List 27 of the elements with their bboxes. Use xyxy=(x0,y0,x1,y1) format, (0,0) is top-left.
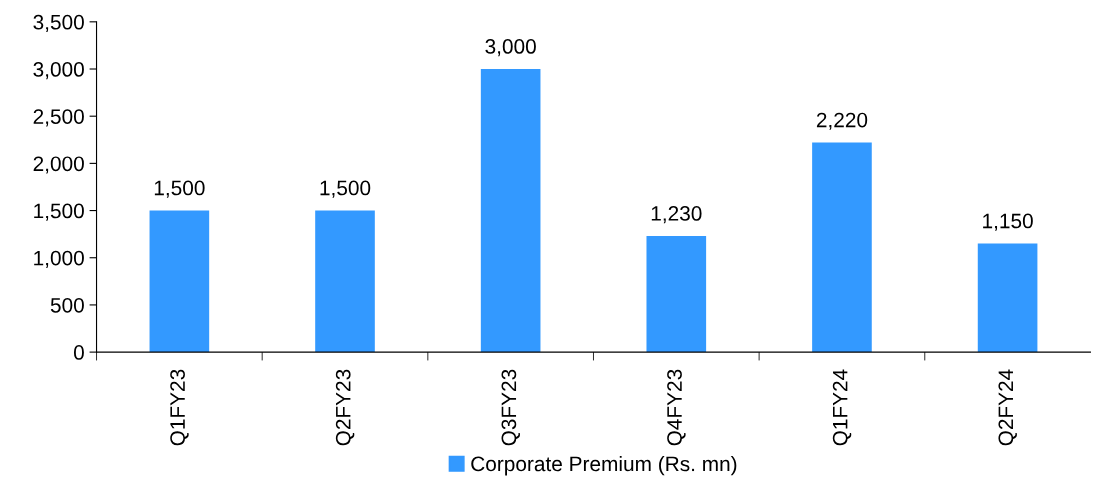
y-tick-label: 3,500 xyxy=(33,14,84,33)
data-label: 2,220 xyxy=(816,112,868,130)
y-tick-label: 3,000 xyxy=(33,62,84,80)
data-label: 1,230 xyxy=(651,206,702,224)
x-tick-label: Q2FY23 xyxy=(335,369,355,446)
data-label: 1,500 xyxy=(154,180,205,198)
data-label: 1,150 xyxy=(983,213,1033,231)
x-tick-label: Q4FY23 xyxy=(667,369,686,446)
x-tick-label: Q3FY23 xyxy=(501,369,520,446)
y-tick-label: 1,000 xyxy=(34,250,84,268)
y-tick-label: 2,500 xyxy=(33,109,84,127)
data-label: 1,500 xyxy=(320,180,371,198)
bar xyxy=(812,142,872,353)
data-label: 3,000 xyxy=(485,39,536,57)
y-tick-label: 0 xyxy=(73,345,84,360)
x-tick-label: Q2FY24 xyxy=(998,369,1017,446)
y-tick-label: 2,000 xyxy=(33,156,84,174)
bar xyxy=(646,236,707,353)
bar xyxy=(315,210,375,353)
y-tick-label: 1,500 xyxy=(34,203,84,221)
bar xyxy=(977,243,1038,353)
x-tick-label: Q1FY24 xyxy=(832,369,852,446)
legend-label: Corporate Premium (Rs. mn) xyxy=(471,455,737,476)
x-tick-label: Q1FY23 xyxy=(170,369,189,446)
y-tick-label: 500 xyxy=(50,297,84,313)
bar xyxy=(480,69,541,353)
bar xyxy=(149,210,210,353)
